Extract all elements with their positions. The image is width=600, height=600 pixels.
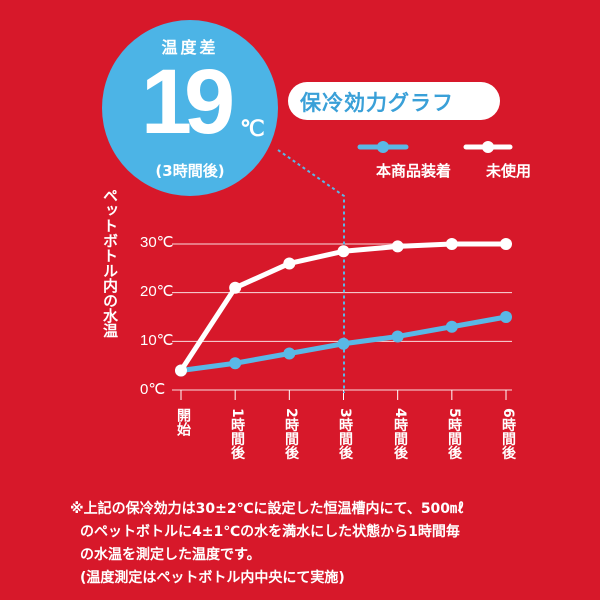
y-tick-label: 0℃ <box>140 381 166 398</box>
x-tick-label: 6時間後 <box>500 408 516 460</box>
y-tick-label: 30℃ <box>140 234 174 251</box>
x-tick-label: 4時間後 <box>392 408 408 460</box>
x-tick-label: 1時間後 <box>229 408 245 460</box>
footnote-line: のペットボトルに4±1℃の水を満水にした状態から1時間毎 <box>80 524 460 540</box>
data-point <box>391 240 404 253</box>
footnote-line: (温度測定はペットボトル内中央にて実施) <box>80 570 345 586</box>
x-tick-label: 3時間後 <box>337 408 353 460</box>
badge-sub-label: (3時間後) <box>155 162 225 180</box>
footnote-line: ※上記の保冷効力は30±2℃に設定した恒温槽内にて、500㎖ <box>70 501 465 517</box>
x-tick-label: 5時間後 <box>446 408 462 460</box>
legend-swatch-dot <box>377 141 389 153</box>
data-point <box>175 364 187 377</box>
data-point <box>500 311 512 323</box>
temperature-difference-badge <box>102 20 278 196</box>
annotation-dashed-line <box>277 149 345 393</box>
data-point <box>229 281 242 294</box>
data-point <box>337 245 350 258</box>
data-point <box>391 330 404 343</box>
footnote-line: の水温を測定した温度です。 <box>80 547 261 563</box>
data-point <box>445 320 458 333</box>
chart-title: 保冷効力グラフ <box>300 91 454 115</box>
chart-title-pill <box>288 82 500 120</box>
x-tick-label: 2時間後 <box>283 408 299 460</box>
y-axis-label: ペットボトル内の水温 <box>101 188 119 338</box>
legend-swatch-dot <box>482 141 494 153</box>
footnote: ※上記の保冷効力は30±2℃に設定した恒温槽内にて、500㎖ のペットボトルに4… <box>70 498 590 590</box>
badge-value: 19 <box>140 51 235 153</box>
data-point <box>445 238 458 250</box>
data-point <box>500 238 512 250</box>
y-tick-label: 10℃ <box>140 332 174 349</box>
data-point <box>283 257 296 270</box>
data-point <box>337 337 350 350</box>
data-point <box>229 357 242 370</box>
y-tick-label: 20℃ <box>140 283 174 300</box>
x-tick-label: 開始 <box>175 408 191 436</box>
data-point <box>283 347 296 360</box>
legend-item-unused: 未使用 <box>486 162 532 180</box>
legend-item-with-product: 本商品装着 <box>376 162 452 180</box>
badge-unit: ℃ <box>240 116 265 141</box>
badge-top-label: 温度差 <box>161 38 219 57</box>
